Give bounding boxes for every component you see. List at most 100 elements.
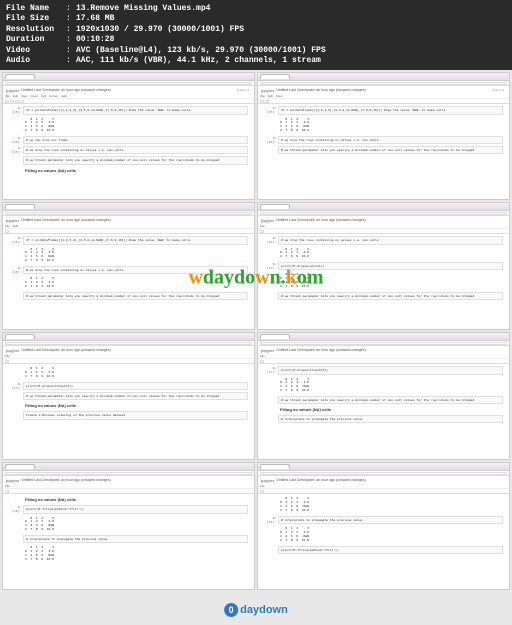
- menu-file[interactable]: File: [5, 354, 10, 358]
- menu-help[interactable]: Help: [61, 94, 67, 98]
- code-cell[interactable]: # we thresh parameter lets you specify a…: [264, 396, 503, 404]
- menu-view[interactable]: View: [21, 94, 27, 98]
- cell-code[interactable]: df = pd.DataFrame([[1,2,3,4],[4,5,6,np.N…: [23, 106, 248, 114]
- cell-code[interactable]: # we thresh parameter lets you specify a…: [23, 392, 248, 400]
- code-cell[interactable]: # we thresh parameter lets you specify a…: [264, 146, 503, 154]
- menu-file[interactable]: File: [5, 484, 10, 488]
- cell-code[interactable]: # we drop the rows containing no values …: [278, 236, 503, 244]
- notebook-title[interactable]: Untitled Last Checkpoint: an hour ago (u…: [21, 88, 110, 92]
- notebook-title[interactable]: Untitled Last Checkpoint: an hour ago (u…: [21, 478, 110, 482]
- cell-code[interactable]: # interpolate to propagate the previous …: [278, 516, 503, 524]
- code-cell[interactable]: In [15]: df = pd.DataFrame([[1,2,3,4],[4…: [264, 106, 503, 114]
- browser-tab[interactable]: [5, 464, 35, 469]
- menu-cell[interactable]: Cell: [41, 94, 46, 98]
- info-label: Audio: [6, 56, 66, 66]
- code-cell[interactable]: In [16]: # we drop the rows containing n…: [264, 236, 503, 244]
- code-cell[interactable]: In [14]: print(df.fillna(method='ffill')…: [9, 505, 248, 513]
- code-cell[interactable]: In [16]: # we drop the rows containing n…: [9, 266, 248, 274]
- menu-edit[interactable]: Edit: [13, 94, 18, 98]
- menu-edit[interactable]: Edit: [13, 224, 18, 228]
- cell-code[interactable]: # we thresh parameter lets you specify a…: [23, 292, 248, 300]
- code-cell[interactable]: # we thresh parameter lets you specify a…: [9, 292, 248, 300]
- browser-tab[interactable]: [260, 334, 290, 339]
- menu-file[interactable]: File: [260, 484, 265, 488]
- notebook-title[interactable]: Untitled Last Checkpoint: an hour ago (u…: [276, 348, 365, 352]
- notebook-title[interactable]: Untitled Last Checkpoint: an hour ago (u…: [21, 348, 110, 352]
- url-input[interactable]: [260, 82, 507, 85]
- save-button[interactable]: [260, 490, 264, 493]
- cell-code[interactable]: # we thresh parameter lets you specify a…: [278, 292, 503, 300]
- menu-file[interactable]: File: [260, 224, 265, 228]
- url-input[interactable]: [5, 472, 252, 475]
- url-input[interactable]: [260, 342, 507, 345]
- save-button[interactable]: [260, 100, 264, 103]
- url-input[interactable]: [5, 82, 252, 85]
- save-button[interactable]: [5, 230, 9, 233]
- menu-file[interactable]: File: [260, 354, 265, 358]
- cell-code[interactable]: Create a Boolean indexing on the previou…: [23, 411, 248, 419]
- menu-file[interactable]: File: [260, 94, 265, 98]
- cell-code[interactable]: print(df.dropna(thresh=1)): [278, 366, 503, 374]
- code-cell[interactable]: print(df.fillna(method='ffill')): [264, 546, 503, 554]
- code-cell[interactable]: # interpolate to propagate the previous …: [9, 535, 248, 543]
- code-cell[interactable]: In [17]: print(df.dropna(thresh=1)): [264, 366, 503, 374]
- cell-code[interactable]: # interpolate to propagate the previous …: [23, 535, 248, 543]
- cut-button[interactable]: [15, 100, 19, 103]
- url-input[interactable]: [260, 472, 507, 475]
- url-input[interactable]: [260, 212, 507, 215]
- cell-code[interactable]: print(df.fillna(method='ffill')): [278, 546, 503, 554]
- code-cell[interactable]: In [15]: df = pd.DataFrame([[1,2,3,4],[4…: [9, 236, 248, 244]
- code-cell[interactable]: # we thresh parameter lets you specify a…: [9, 392, 248, 400]
- code-cell[interactable]: # we thresh parameter lets you specify a…: [264, 292, 503, 300]
- browser-tab[interactable]: [260, 464, 290, 469]
- cell-code[interactable]: print(df.dropna(axis=1)): [278, 262, 503, 270]
- browser-tab[interactable]: [260, 74, 290, 79]
- code-cell[interactable]: In [15]: df = pd.DataFrame([[1,2,3,4],[4…: [9, 106, 248, 114]
- cell-code[interactable]: # we drop the rows containing no values …: [278, 136, 503, 144]
- url-input[interactable]: [5, 342, 252, 345]
- browser-tab[interactable]: [5, 74, 35, 79]
- cell-code[interactable]: df = pd.DataFrame([[1,2,3,4],[4,5,6,np.N…: [23, 236, 248, 244]
- url-input[interactable]: [5, 212, 252, 215]
- save-button[interactable]: [5, 100, 9, 103]
- notebook-title[interactable]: Untitled Last Checkpoint: an hour ago (u…: [276, 218, 365, 222]
- menu-edit[interactable]: Edit: [268, 94, 273, 98]
- code-cell[interactable]: # we thresh parameter lets you specify a…: [9, 156, 248, 164]
- cell-code[interactable]: df = pd.DataFrame([[1,2,3,4],[4,5,6,np.N…: [278, 106, 503, 114]
- browser-tab[interactable]: [260, 204, 290, 209]
- add-cell-button[interactable]: [10, 100, 14, 103]
- code-cell[interactable]: In [17]: # we drop the rows containing n…: [9, 146, 248, 154]
- save-button[interactable]: [5, 360, 9, 363]
- menu-file[interactable]: File: [5, 224, 10, 228]
- cell-code[interactable]: # we drop the rows containing no values …: [23, 266, 248, 274]
- code-cell[interactable]: # interpolate to propagate the previous …: [264, 415, 503, 423]
- cell-code[interactable]: # we thresh parameter lets you specify a…: [278, 396, 503, 404]
- add-cell-button[interactable]: [265, 100, 269, 103]
- code-cell[interactable]: In [14]: # interpolate to propagate the …: [264, 516, 503, 524]
- run-button[interactable]: [20, 100, 24, 103]
- cell-code[interactable]: # we can drop our frame: [23, 136, 248, 144]
- code-cell[interactable]: Create a Boolean indexing on the previou…: [9, 411, 248, 419]
- cell-code[interactable]: print(df.dropna(thresh=1)): [23, 382, 248, 390]
- menu-file[interactable]: File: [5, 94, 10, 98]
- code-cell[interactable]: In [17]: print(df.dropna(thresh=1)): [9, 382, 248, 390]
- notebook-title[interactable]: Untitled Last Checkpoint: an hour ago (u…: [21, 218, 110, 222]
- cell-code[interactable]: # interpolate to propagate the previous …: [278, 415, 503, 423]
- browser-tab[interactable]: [5, 334, 35, 339]
- save-button[interactable]: [260, 230, 264, 233]
- save-button[interactable]: [5, 490, 9, 493]
- browser-tab[interactable]: [5, 204, 35, 209]
- save-button[interactable]: [260, 360, 264, 363]
- cell-code[interactable]: # we drop the rows containing no values …: [23, 146, 248, 154]
- notebook-title[interactable]: Untitled Last Checkpoint: an hour ago (u…: [276, 478, 365, 482]
- code-cell[interactable]: In [17]: print(df.dropna(axis=1)): [264, 262, 503, 270]
- menu-insert[interactable]: Insert: [30, 94, 38, 98]
- cell-code[interactable]: # we thresh parameter lets you specify a…: [278, 146, 503, 154]
- notebook-title[interactable]: Untitled Last Checkpoint: an hour ago (u…: [276, 88, 365, 92]
- cell-code[interactable]: print(df.fillna(method='ffill')): [23, 505, 248, 513]
- menu-view[interactable]: View: [276, 94, 282, 98]
- code-cell[interactable]: In [16]: # we drop the rows containing n…: [264, 136, 503, 144]
- code-cell[interactable]: In [16]: # we can drop our frame: [9, 136, 248, 144]
- cell-code[interactable]: # we thresh parameter lets you specify a…: [23, 156, 248, 164]
- menu-kernel[interactable]: Kernel: [49, 94, 58, 98]
